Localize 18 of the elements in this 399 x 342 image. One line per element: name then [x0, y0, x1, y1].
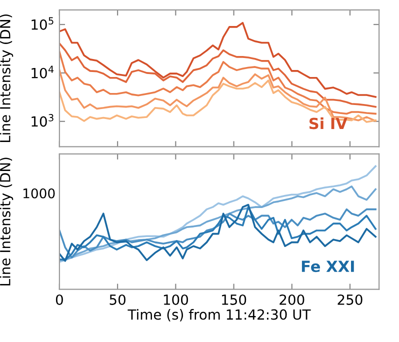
annotation: Si IV: [309, 117, 348, 130]
x-tick-label: 200: [280, 294, 304, 305]
x-tick-label: 150: [222, 294, 246, 305]
x-tick-label: 0: [56, 294, 63, 305]
x-tick-label: 250: [338, 294, 362, 305]
text: 1000: [23, 188, 55, 198]
y-tick-label: 10$^{4}$: [32, 66, 54, 78]
line-series: [59, 22, 376, 98]
y-tick-label: 10$^{3}$: [32, 114, 54, 127]
x-tick-label: 100: [164, 294, 188, 305]
y-axis-title: Line Intensity (DN): [0, 14, 14, 142]
y-axis-title: Line Intensity (DN): [0, 158, 14, 286]
annotation: Fe XXI: [302, 260, 354, 272]
line-series: [59, 42, 376, 108]
y-tick-label: 10$^{5}$: [32, 17, 54, 30]
x-tick-label: 50: [110, 294, 126, 305]
x-axis-title: Time (s) from 11:42:30 UT: [128, 309, 311, 322]
line-series: [59, 50, 376, 115]
